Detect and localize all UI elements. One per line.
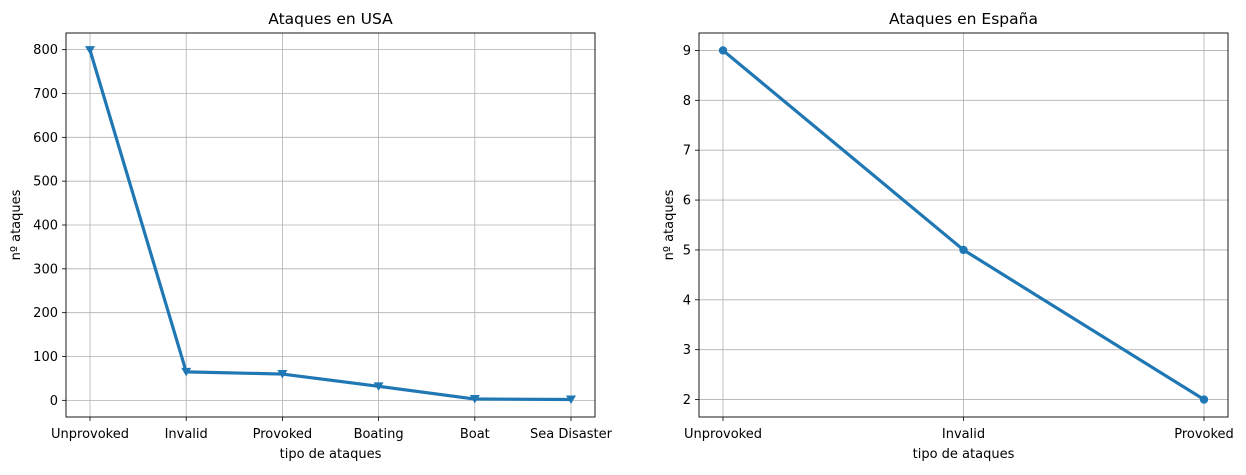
data-point xyxy=(181,367,192,377)
chart-title: Ataques en USA xyxy=(268,10,393,28)
y-tick-label: 7 xyxy=(683,144,691,159)
x-tick-label: Boating xyxy=(354,427,404,442)
y-axis-label: nº ataques xyxy=(9,189,24,260)
y-tick-label: 9 xyxy=(683,44,691,59)
data-point xyxy=(959,245,968,255)
x-axis-label: tipo de ataques xyxy=(280,447,382,462)
x-tick-label: Boat xyxy=(460,427,490,442)
data-point xyxy=(1199,395,1209,404)
chart-title: Ataques en España xyxy=(889,10,1038,28)
y-tick-label: 800 xyxy=(33,43,58,58)
x-tick-label: Invalid xyxy=(942,427,985,442)
x-axis-label: tipo de ataques xyxy=(913,447,1015,462)
plot-frame xyxy=(698,32,1229,418)
y-tick-label: 2 xyxy=(683,393,691,408)
series-line xyxy=(88,48,573,402)
x-tick-label: Invalid xyxy=(165,427,208,442)
data-point xyxy=(277,370,288,379)
y-tick-label: 5 xyxy=(683,243,691,258)
y-tick-label: 0 xyxy=(50,394,58,409)
data-point xyxy=(373,382,384,391)
data-point xyxy=(469,395,480,404)
x-tick-label: Sea Disaster xyxy=(530,427,613,442)
data-point xyxy=(85,46,95,55)
y-tick-label: 200 xyxy=(33,306,58,321)
y-tick-label: 700 xyxy=(33,87,58,102)
y-tick-label: 600 xyxy=(33,131,58,146)
chart-panel-espana: Ataques en España tipo de ataques nº ata… xyxy=(662,10,1234,462)
y-tick-label: 8 xyxy=(683,94,691,109)
x-tick-label: Unprovoked xyxy=(684,427,762,442)
y-tick-label: 4 xyxy=(683,293,691,308)
y-axis-label: nº ataques xyxy=(662,189,677,260)
data-point xyxy=(718,46,728,55)
grid xyxy=(695,33,1228,421)
y-tick-label: 100 xyxy=(33,350,58,365)
chart-panel-usa: Ataques en USA tipo de ataques nº ataque… xyxy=(9,10,613,462)
plot-frame xyxy=(65,32,596,418)
y-tick-label: 3 xyxy=(683,343,691,358)
x-tick-label: Provoked xyxy=(253,427,313,442)
data-point xyxy=(566,395,576,404)
y-tick-label: 300 xyxy=(33,262,58,277)
y-tick-label: 400 xyxy=(33,219,58,234)
x-tick-label: Unprovoked xyxy=(51,427,129,442)
y-tick-label: 500 xyxy=(33,175,58,190)
x-tick-label: Provoked xyxy=(1174,427,1234,442)
y-tick-label: 6 xyxy=(683,194,691,209)
